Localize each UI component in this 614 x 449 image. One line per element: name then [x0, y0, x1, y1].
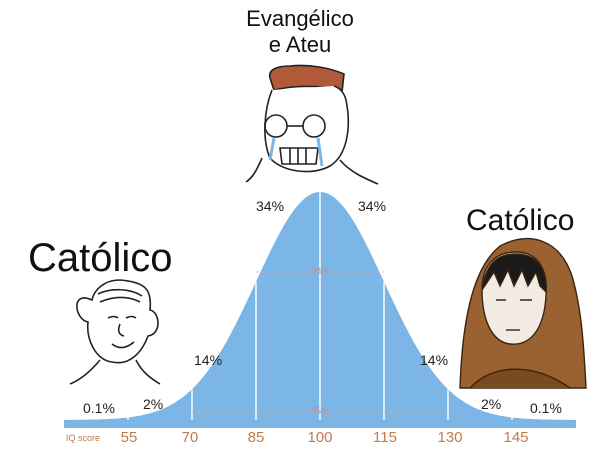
inner-label-95: 95% [311, 406, 330, 416]
chart-baseline [64, 420, 576, 428]
x-tick-145: 145 [503, 429, 529, 446]
x-axis-label: IQ score [66, 433, 101, 443]
x-tick-85: 85 [247, 429, 265, 446]
band-label-8: 0.1% [530, 400, 562, 416]
right-character-illustration [459, 238, 587, 389]
left-character-illustration [69, 279, 161, 385]
x-tick-55: 55 [120, 429, 138, 446]
x-tick-115: 115 [373, 429, 397, 446]
band-label-3: 14% [194, 352, 223, 368]
band-label-7: 2% [481, 396, 502, 412]
band-label-5: 34% [358, 198, 387, 214]
band-label-1: 0.1% [83, 400, 115, 416]
right-label: Católico [466, 204, 575, 237]
x-tick-130: 130 [437, 429, 463, 446]
top-label: Evangélico e Ateu [246, 6, 354, 57]
band-label-4: 34% [256, 198, 285, 214]
x-tick-70: 70 [181, 429, 199, 446]
band-label-6: 14% [420, 352, 449, 368]
left-label: Católico [28, 236, 173, 280]
band-label-2: 2% [143, 396, 164, 412]
inner-label-68: 68% [311, 266, 330, 276]
x-tick-100: 100 [307, 429, 333, 446]
center-character-illustration [245, 64, 379, 185]
